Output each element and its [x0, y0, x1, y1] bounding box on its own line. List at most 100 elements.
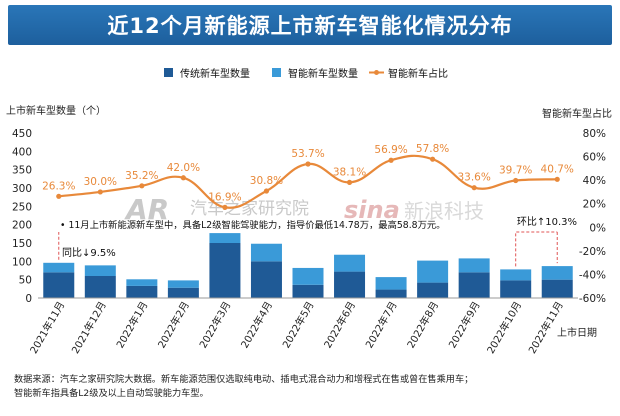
bar-traditional [167, 287, 199, 298]
ratio-label: 16.9% [208, 191, 241, 203]
x-tick-label: 2022年4月 [238, 299, 275, 350]
left-tick-label: 0 [25, 293, 32, 305]
source-line: 智能新车指具备L2级及以上自动驾驶能力车型。 [14, 388, 209, 399]
bar-traditional [126, 285, 158, 298]
ratio-label: 38.1% [333, 166, 366, 178]
right-tick-label: 20% [583, 199, 606, 211]
sina-watermark: 新浪科技 [404, 199, 484, 223]
bar-smart [167, 280, 199, 288]
left-tick-label: 250 [12, 201, 32, 213]
ratio-point [56, 193, 62, 199]
bar-smart [334, 254, 366, 272]
left-tick-label: 100 [12, 256, 32, 268]
left-tick-label: 150 [12, 238, 32, 250]
legend-label: 智能新车占比 [388, 67, 448, 80]
ratio-point [513, 177, 519, 184]
ratio-point [180, 175, 186, 181]
left-tick-label: 300 [12, 183, 32, 195]
ratio-label: 57.8% [416, 143, 449, 155]
ratio-point [430, 156, 436, 162]
ratio-label: 53.7% [291, 148, 324, 160]
bar-traditional [500, 280, 532, 298]
autohome-logo: AR [124, 193, 169, 226]
bar-traditional [334, 271, 366, 298]
bar-traditional [292, 284, 324, 298]
ratio-point [222, 204, 228, 210]
ratio-point [388, 157, 394, 163]
x-tick-label: 2022年3月 [196, 299, 233, 350]
ratio-label: 30.0% [84, 176, 117, 188]
right-tick-label: -60% [579, 293, 606, 305]
bar-smart [500, 269, 532, 281]
x-tick-label: 2021年12月 [69, 299, 109, 356]
ratio-label: 40.7% [541, 163, 574, 175]
x-tick-label: 2022年9月 [446, 299, 483, 350]
right-tick-label: 40% [583, 175, 606, 187]
ratio-label: 26.3% [42, 180, 75, 192]
yoy-label: 同比↓9.5% [62, 247, 116, 259]
bar-smart [375, 277, 407, 290]
right-tick-label: -20% [579, 246, 606, 258]
legend-label: 智能新车型数量 [288, 67, 358, 80]
bar-smart [84, 265, 116, 276]
x-tick-label: 2022年2月 [155, 299, 192, 350]
x-axis-label: 上市日期 [557, 326, 597, 339]
ratio-point [97, 189, 103, 195]
left-tick-label: 450 [12, 128, 32, 140]
ratio-label: 30.8% [250, 175, 283, 187]
ratio-label: 33.6% [457, 172, 490, 184]
ratio-label: 35.2% [125, 170, 158, 182]
ratio-point [554, 176, 560, 182]
left-tick-label: 50 [19, 275, 32, 287]
x-tick-label: 2022年5月 [279, 299, 316, 350]
ratio-point [139, 183, 145, 189]
bar-traditional [541, 279, 573, 298]
ratio-label: 56.9% [374, 144, 407, 156]
legend-label: 传统新车型数量 [180, 67, 250, 80]
chart-title: 近12个月新能源上市新车智能化情况分布 [8, 5, 612, 45]
x-tick-label: 2022年10月 [484, 299, 524, 356]
legend-marker [374, 70, 379, 75]
ratio-point [346, 179, 353, 185]
bar-traditional [250, 261, 282, 298]
right-tick-label: 80% [583, 128, 606, 140]
x-tick-label: 2022年1月 [113, 299, 150, 350]
x-tick-label: 2022年8月 [404, 299, 441, 350]
left-tick-label: 400 [12, 146, 32, 158]
ratio-label: 39.7% [499, 164, 532, 176]
y-axis-right-label: 智能新车型占比 [542, 107, 612, 120]
bar-smart [209, 233, 241, 243]
bar-traditional [84, 276, 116, 298]
bar-smart [250, 243, 282, 262]
annotation-note: • 11月上市新能源新车型中，具备L2级智能驾驶能力，指导价最低14.78万，最… [60, 219, 445, 231]
bar-smart [541, 266, 573, 280]
sina-logo: sina [344, 196, 400, 224]
chart: AR 汽车之家研究院 sina 新浪科技 26.3% 30.0% 35.2% 42.0% 16… [6, 67, 612, 356]
y-axis-left-label: 上市新车型数量（个） [6, 104, 106, 117]
bar-traditional [209, 243, 241, 298]
right-tick-label: 60% [583, 152, 606, 164]
legend-swatch [272, 68, 281, 77]
bar-smart [458, 258, 490, 273]
bar-traditional [417, 282, 449, 298]
bar-traditional [458, 272, 490, 298]
bar-smart [126, 279, 158, 286]
data-source-note: 数据来源：汽车之家研究院大数据。新车能源范围仅选取纯电动、插电式混合动力和增程式… [14, 373, 610, 401]
x-tick-label: 2021年11月 [27, 299, 67, 356]
mom-bracket [515, 231, 558, 267]
mom-label: 环比↑10.3% [517, 216, 577, 228]
x-tick-label: 2022年7月 [363, 299, 400, 350]
right-tick-label: 0% [589, 222, 606, 234]
right-tick-label: -40% [579, 269, 606, 281]
autohome-watermark: 汽车之家研究院 [190, 199, 309, 219]
left-tick-label: 200 [12, 220, 32, 232]
bar-smart [292, 267, 324, 285]
ratio-point [305, 161, 311, 167]
bar-smart [417, 260, 449, 283]
bar-smart [43, 262, 75, 273]
bar-traditional [375, 289, 407, 298]
bar-traditional [43, 272, 75, 298]
x-tick-label: 2022年6月 [321, 299, 358, 350]
left-tick-label: 350 [12, 165, 32, 177]
